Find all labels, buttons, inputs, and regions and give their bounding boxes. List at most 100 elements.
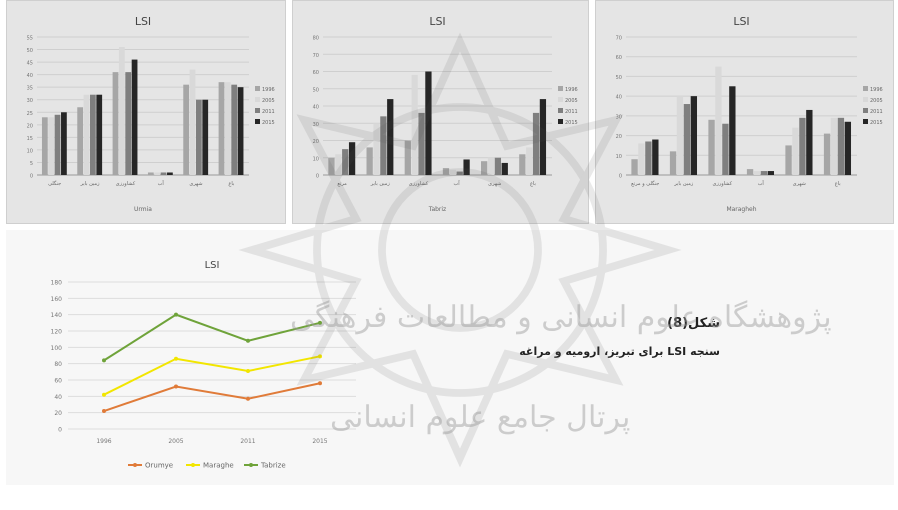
bar [125, 72, 132, 175]
legend-swatch [558, 108, 563, 113]
legend-swatch [558, 119, 563, 124]
y-tick-label: 5 [30, 161, 33, 167]
x-tick-label: آب [454, 180, 461, 187]
data-point [174, 384, 178, 389]
x-tick-label: آب [158, 180, 165, 187]
legend-marker [133, 463, 137, 467]
legend-label: 2005 [870, 98, 883, 104]
bar [746, 169, 754, 175]
bar [669, 151, 677, 175]
legend-label: Orumye [145, 462, 173, 470]
bar [526, 147, 533, 175]
bar [154, 172, 161, 175]
bar [348, 142, 356, 175]
bar [160, 172, 167, 175]
legend-label: 2005 [565, 98, 578, 104]
legend-swatch [558, 86, 563, 91]
bar [830, 117, 838, 175]
bar [41, 117, 48, 175]
legend-label: 2015 [565, 120, 578, 126]
y-tick-label: 15 [27, 136, 33, 142]
legend-swatch [255, 86, 260, 91]
y-tick-label: 70 [616, 36, 622, 42]
legend-marker [191, 463, 195, 467]
y-tick-label: 80 [313, 36, 319, 42]
bar [196, 99, 202, 175]
bar [373, 123, 380, 175]
urmia-bar-chart: LSI 0 5 10 15 20 25 30 35 40 45 50 55 جنگلی زمین بایر ک… [27, 15, 275, 213]
bar [456, 171, 463, 175]
legend-swatch [863, 108, 868, 113]
bar [189, 69, 196, 175]
x-axis-label: Tabriz [428, 206, 446, 213]
legend-label: 2011 [565, 109, 578, 115]
x-tick-label: زمین بایر [673, 181, 694, 187]
bar [61, 112, 67, 175]
legend-swatch [255, 108, 260, 113]
y-tick-label: 20 [313, 139, 319, 145]
x-tick-label: 2015 [312, 438, 327, 445]
data-point [318, 354, 322, 359]
figure-caption: شکل(8) سنجه LSI برای تبریز، ارومیه و مرا… [500, 316, 720, 358]
x-tick-label: جنگلی و مرتع [631, 180, 659, 187]
x-tick-label: کشاورزی [712, 181, 732, 187]
y-tick-label: 55 [27, 36, 33, 42]
bar [131, 59, 138, 175]
data-point [102, 409, 106, 414]
bar [224, 82, 231, 175]
x-tick-label: 1996 [96, 438, 111, 445]
y-tick-label: 0 [30, 174, 33, 180]
bar [722, 123, 729, 175]
data-point [246, 338, 250, 343]
y-tick-label: 0 [58, 427, 62, 434]
y-tick-label: 10 [27, 148, 33, 154]
x-tick-label: باغ [835, 181, 841, 187]
data-point [246, 396, 250, 401]
legend-label: 2015 [262, 120, 275, 126]
bar [442, 168, 450, 175]
bar [760, 171, 768, 175]
x-tick-label: زمین بایر [79, 181, 100, 187]
bar [823, 133, 831, 175]
bar [767, 171, 775, 175]
bar [638, 143, 645, 175]
y-tick-label: 160 [51, 296, 63, 303]
y-tick-label: 50 [616, 75, 622, 81]
watermark-text-2: پرتال جامع علوم انسانی [330, 400, 631, 435]
legend-label: 1996 [262, 87, 275, 93]
bar [231, 84, 238, 175]
y-tick-label: 0 [316, 174, 319, 180]
bar [202, 99, 209, 175]
y-tick-label: 60 [313, 70, 319, 76]
x-axis-label: Urmia [134, 206, 152, 213]
bar [652, 139, 659, 175]
bar [387, 99, 394, 175]
bar [90, 94, 96, 175]
bar [96, 94, 103, 175]
bar [676, 96, 684, 175]
bar [631, 159, 638, 175]
legend-label: 2011 [870, 109, 883, 115]
figure-description: سنجه LSI برای تبریز، ارومیه و مراغه [519, 345, 720, 358]
legend-swatch [558, 97, 563, 102]
bar [806, 109, 813, 175]
data-point [174, 312, 178, 317]
y-tick-label: 100 [51, 345, 63, 352]
bar [218, 82, 225, 175]
bar [487, 157, 495, 175]
data-point [102, 358, 106, 363]
y-tick-label: 30 [313, 122, 319, 128]
lsi-line-chart: LSI 0 20 40 60 80 100 120 140 160 180 1996 2005 2011 2… [51, 260, 356, 470]
bar [449, 169, 456, 175]
bar [425, 71, 432, 175]
tabriz-bar-chart: LSI 0 10 20 30 40 50 60 70 80 مرتع زمین بایر کشاورزی… [313, 15, 578, 213]
bar [539, 99, 547, 175]
bar [411, 74, 418, 175]
bar [785, 145, 792, 175]
x-tick-label: 2011 [240, 438, 255, 445]
bar [147, 172, 154, 175]
bar [328, 157, 335, 175]
watermark-text-1: پژوهشگاه علوم انسانی و مطالعات فرهنگی [290, 300, 832, 335]
x-tick-label: شهری [793, 181, 806, 187]
y-tick-label: 120 [51, 329, 63, 336]
